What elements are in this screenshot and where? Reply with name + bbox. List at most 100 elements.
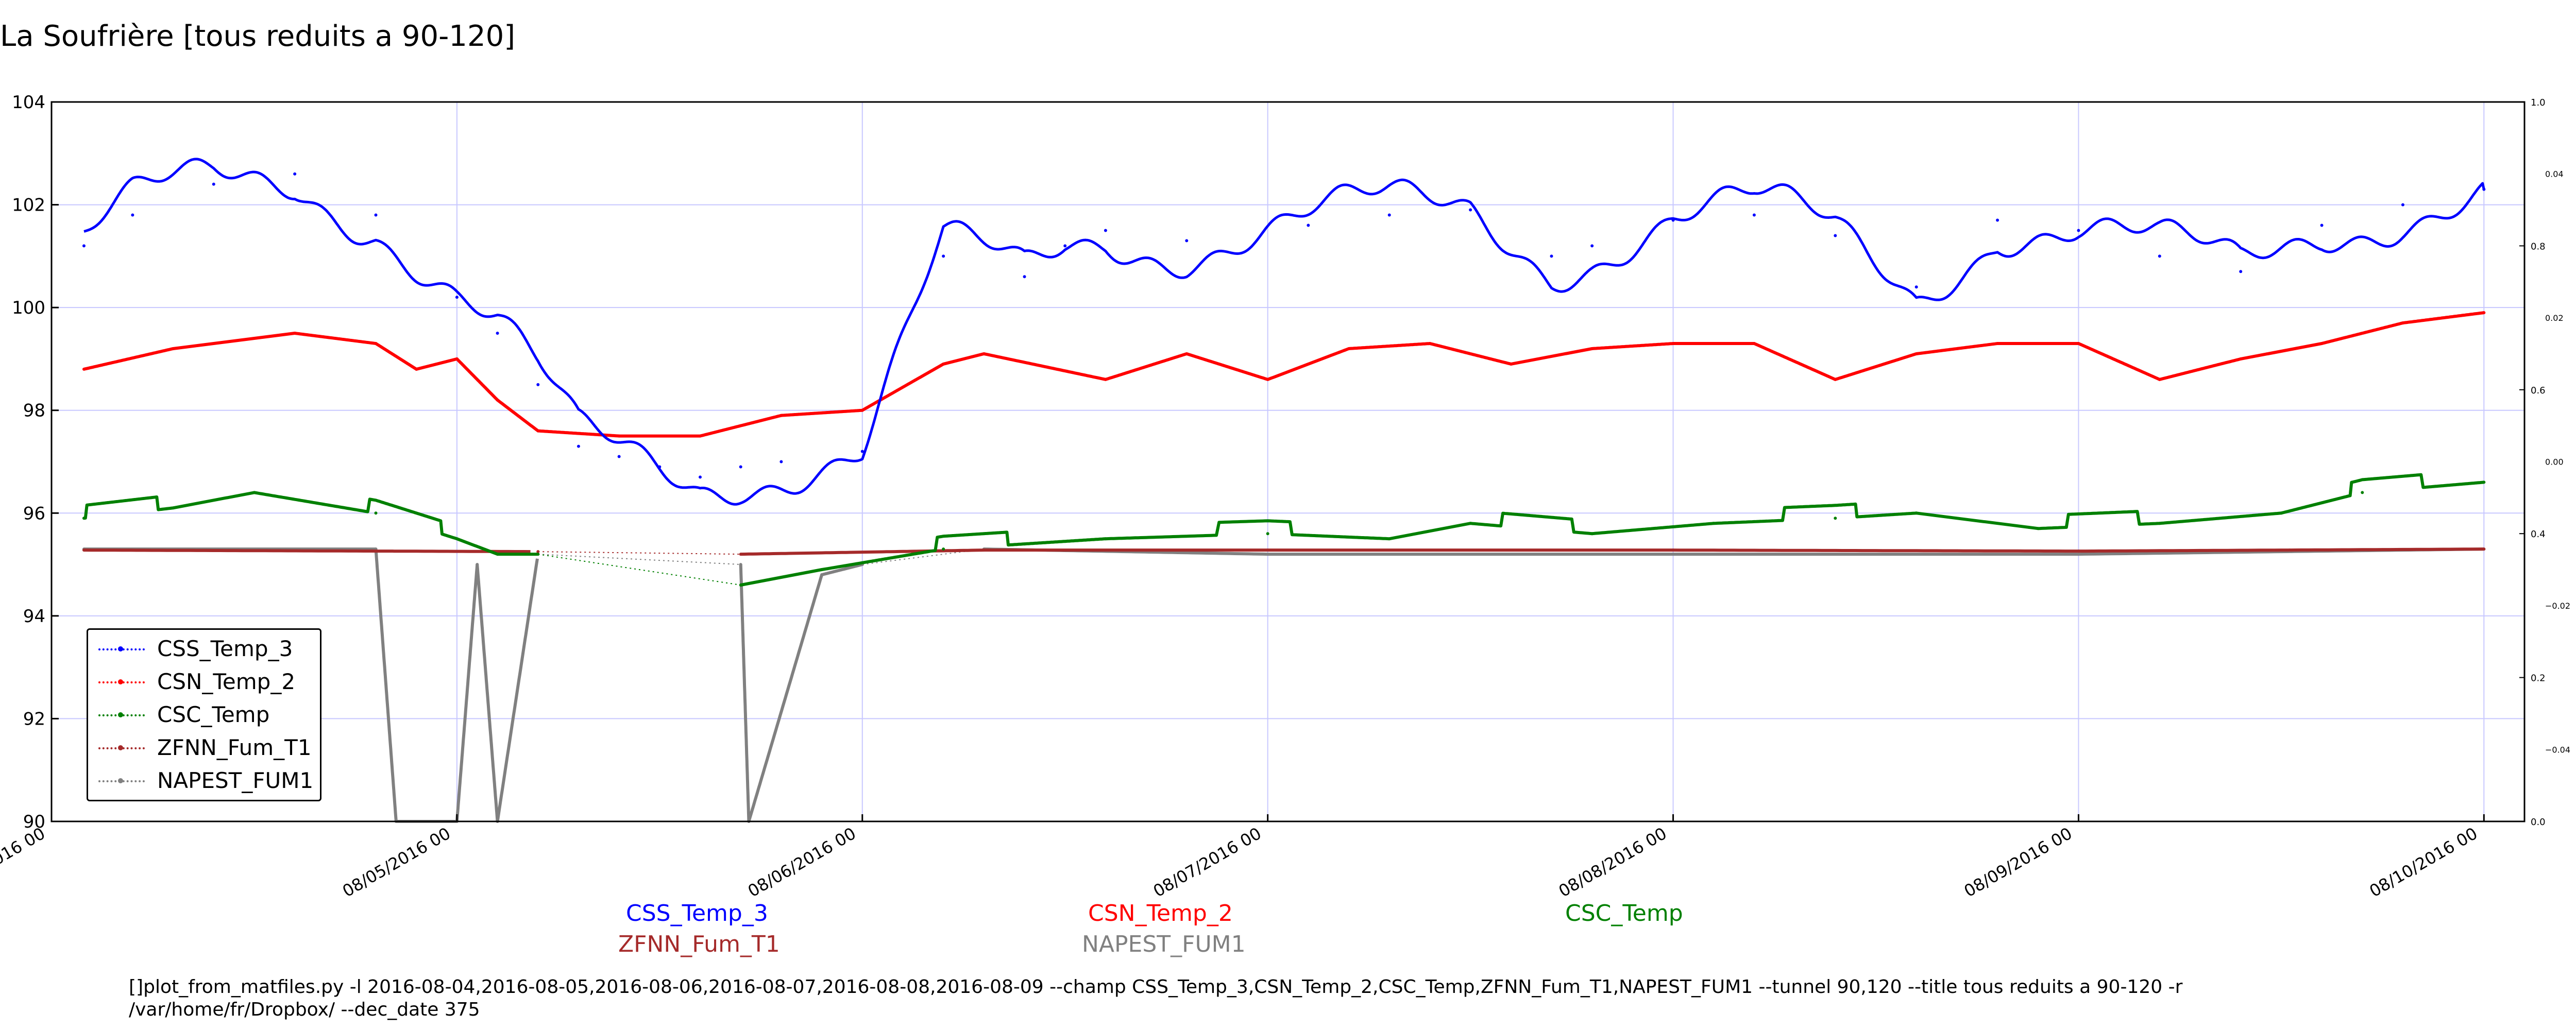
series-point	[1914, 285, 1918, 289]
series-point	[1752, 341, 1756, 345]
y-tick-label: 102	[12, 195, 45, 216]
right-outer-tick-label: 0.6	[2531, 385, 2546, 396]
legend-label: CSN_Temp_2	[157, 669, 296, 694]
series-point	[374, 341, 378, 345]
x-tick-label: 08/08/2016 00	[1555, 823, 1670, 901]
legend-marker	[118, 712, 123, 717]
series-line	[83, 548, 531, 554]
right-outer-tick-label: 0.4	[2531, 529, 2546, 540]
series-line	[740, 473, 2484, 587]
bottom-legend-zfnn-fum-t1: ZFNN_Fum_T1	[618, 931, 780, 957]
series-point	[131, 213, 134, 217]
series-layer	[82, 158, 2486, 823]
x-axis: 08/04/2016 00 08/05/2016 00 08/06/2016 00 0…	[0, 814, 2485, 901]
series-point	[82, 548, 86, 552]
series-gap-link	[538, 554, 741, 586]
legend-label: ZFNN_Fum_T1	[157, 735, 312, 760]
x-tick-label: 08/06/2016 00	[744, 823, 859, 901]
series-point	[1590, 347, 1594, 350]
series-point	[699, 434, 702, 438]
right-outer-tick-label: 0.0	[2531, 817, 2546, 828]
series-point	[982, 548, 986, 552]
series-point	[658, 465, 662, 469]
series-point	[739, 583, 742, 587]
series-point	[2158, 254, 2161, 258]
series-point	[1671, 341, 1675, 345]
series-point	[455, 537, 459, 541]
series-point	[1671, 553, 1675, 556]
y-tick-label: 104	[12, 92, 45, 113]
series-point	[536, 550, 540, 554]
series-point	[1671, 548, 1675, 552]
plot-frame	[50, 101, 2526, 822]
series-point	[982, 352, 986, 355]
series-point	[2320, 224, 2324, 227]
series-point	[942, 547, 945, 551]
series-point	[1752, 213, 1756, 217]
legend-marker	[118, 778, 123, 783]
bottom-legend-csn-temp-2: CSN_Temp_2	[1088, 900, 1233, 926]
legend-entry: CSN_Temp_2	[88, 667, 320, 698]
series-point	[739, 465, 742, 469]
series-point	[1469, 522, 1472, 525]
y-tick-label: 90	[23, 812, 45, 832]
legend-marker	[118, 745, 123, 750]
series-point	[2401, 203, 2404, 207]
series-point	[82, 244, 86, 248]
series-point	[2077, 553, 2080, 556]
series-point	[1469, 208, 1472, 212]
series-point	[2482, 480, 2486, 484]
series-point	[860, 450, 864, 453]
series-point	[1266, 553, 1269, 556]
series-point	[779, 460, 783, 464]
series-point	[1590, 532, 1594, 536]
series-point	[1307, 224, 1310, 227]
series-point	[496, 553, 499, 556]
series-point	[617, 434, 621, 438]
series-napest-fum1	[82, 547, 2486, 823]
right-inner-tick-label: 0.00	[2545, 457, 2564, 467]
series-point	[82, 367, 86, 371]
series-point	[1914, 352, 1918, 355]
chart-title: La Soufrière [tous reduits a 90-120]	[0, 20, 516, 53]
y-tick-label: 100	[12, 298, 45, 318]
legend-entry: ZFNN_Fum_T1	[88, 733, 320, 764]
series-line	[740, 547, 2484, 556]
series-point	[1671, 218, 1675, 222]
bottom-legend-csc-temp: CSC_Temp	[1565, 900, 1683, 926]
series-point	[496, 332, 499, 335]
series-point	[2077, 229, 2080, 232]
series-point	[172, 347, 175, 350]
series-point	[2279, 511, 2283, 515]
legend-marker	[118, 646, 123, 651]
series-line	[83, 491, 538, 556]
series-point	[779, 414, 783, 417]
series-point	[2482, 547, 2486, 551]
series-point	[1347, 347, 1351, 350]
series-point	[455, 296, 459, 299]
y-tick-label: 94	[23, 606, 45, 627]
series-point	[739, 563, 742, 566]
series-point	[374, 511, 378, 515]
series-point	[2239, 270, 2243, 273]
series-point	[212, 182, 215, 186]
legend-label: CSC_Temp	[157, 702, 270, 727]
series-zfnn-fum-t1	[82, 547, 2486, 556]
legend-marker	[118, 679, 123, 684]
series-point	[1266, 377, 1269, 381]
series-point	[1185, 352, 1189, 355]
series-point	[1712, 522, 1716, 525]
legend-label: CSS_Temp_3	[157, 636, 293, 661]
x-tick-label: 08/07/2016 00	[1150, 823, 1265, 901]
series-point	[1023, 542, 1026, 546]
series-point	[2036, 527, 2040, 530]
series-point	[617, 455, 621, 458]
series-point	[1266, 532, 1269, 536]
series-point	[1428, 341, 1432, 345]
x-tick-label: 08/05/2016 00	[339, 823, 454, 901]
series-point	[2077, 550, 2080, 553]
right-inner-tick-label: 0.02	[2545, 313, 2564, 323]
series-point	[2158, 377, 2161, 381]
series-point	[1590, 244, 1594, 248]
